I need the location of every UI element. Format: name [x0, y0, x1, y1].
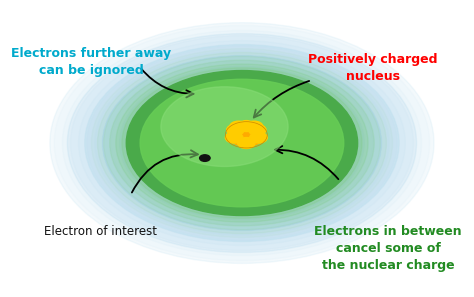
Circle shape [116, 64, 368, 222]
Circle shape [122, 68, 362, 218]
Circle shape [67, 34, 417, 252]
Circle shape [246, 121, 263, 132]
Circle shape [79, 41, 405, 245]
Circle shape [227, 124, 244, 135]
Circle shape [102, 56, 382, 230]
Circle shape [54, 26, 429, 261]
Circle shape [140, 79, 344, 207]
Text: Positively charged
nucleus: Positively charged nucleus [308, 53, 438, 83]
Text: Electrons further away
can be ignored: Electrons further away can be ignored [11, 47, 172, 77]
Circle shape [228, 123, 264, 146]
Circle shape [237, 121, 255, 132]
Circle shape [50, 23, 434, 263]
Circle shape [237, 138, 255, 148]
Circle shape [200, 155, 210, 161]
Circle shape [109, 60, 374, 226]
Circle shape [103, 56, 381, 230]
Circle shape [98, 53, 386, 233]
Circle shape [71, 36, 413, 250]
Circle shape [126, 71, 357, 216]
Circle shape [111, 61, 373, 225]
Circle shape [161, 87, 288, 167]
Circle shape [85, 45, 399, 241]
Circle shape [87, 46, 397, 240]
Circle shape [120, 67, 364, 219]
Text: Electrons in between
cancel some of
the nuclear charge: Electrons in between cancel some of the … [314, 225, 462, 272]
Circle shape [225, 132, 243, 143]
Circle shape [230, 121, 247, 132]
Circle shape [248, 124, 266, 135]
Circle shape [250, 132, 267, 143]
Text: Electron of interest: Electron of interest [44, 225, 156, 238]
Circle shape [63, 31, 421, 255]
Circle shape [95, 51, 389, 235]
Circle shape [137, 78, 346, 209]
Circle shape [104, 56, 380, 230]
